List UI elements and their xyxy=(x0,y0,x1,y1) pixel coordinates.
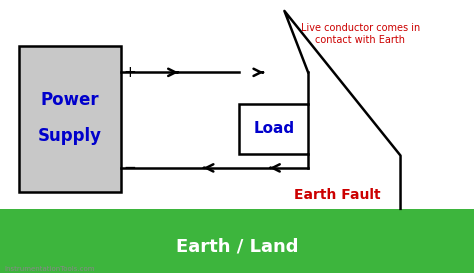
Bar xyxy=(19,46,121,192)
Text: InstrumentationTools.com: InstrumentationTools.com xyxy=(5,266,95,272)
Text: +: + xyxy=(123,65,136,80)
Text: Supply: Supply xyxy=(38,127,102,145)
Bar xyxy=(239,104,308,154)
Text: Power: Power xyxy=(41,91,99,109)
Bar xyxy=(0,209,474,273)
Text: Live conductor comes in
contact with Earth: Live conductor comes in contact with Ear… xyxy=(301,23,420,45)
Text: Earth / Land: Earth / Land xyxy=(176,237,298,255)
Text: Load: Load xyxy=(253,121,294,136)
Text: Earth Fault: Earth Fault xyxy=(294,188,381,202)
Text: −: − xyxy=(123,161,136,175)
